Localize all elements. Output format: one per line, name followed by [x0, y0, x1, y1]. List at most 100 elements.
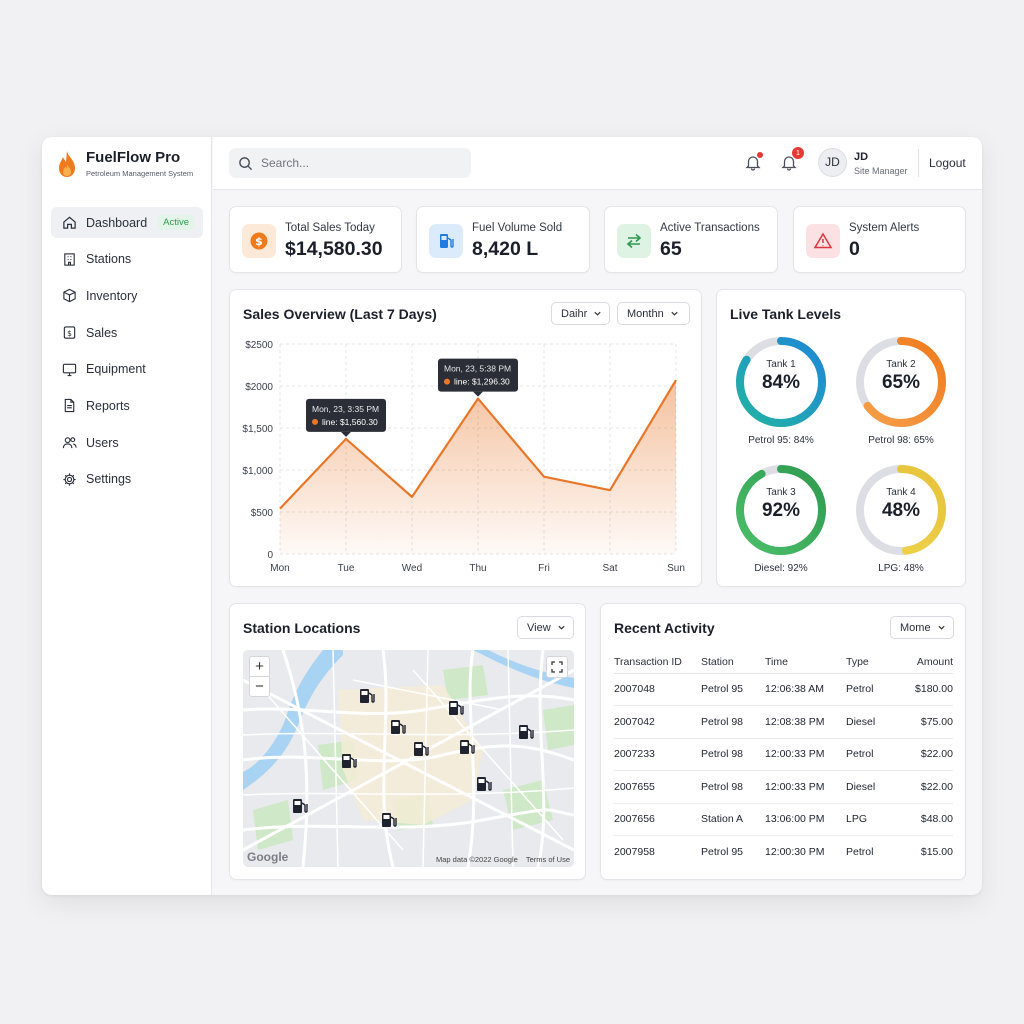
dropdown-value: Monthn: [627, 307, 664, 320]
sidebar-item-stations[interactable]: Stations: [51, 244, 203, 275]
table-row[interactable]: 2007233 Petrol 98 12:00:33 PM Petrol $22…: [614, 738, 953, 771]
sidebar-item-settings[interactable]: Settings: [51, 464, 203, 495]
map-canvas[interactable]: [243, 650, 574, 867]
chevron-down-icon: [671, 311, 678, 316]
chart-tooltip: Mon, 23, 5:38 PM line: $1,296.30: [438, 358, 518, 397]
cell-transaction-id: 2007233: [614, 738, 701, 771]
app-window: FuelFlow Pro Petroleum Management System…: [42, 137, 982, 895]
tank-3-ring: [736, 465, 826, 555]
notifications-button[interactable]: 1: [780, 147, 804, 173]
sales-overview-title: Sales Overview (Last 7 Days): [243, 306, 437, 322]
search-box[interactable]: [229, 148, 471, 178]
table-row[interactable]: 2007042 Petrol 98 12:08:38 PM Diesel $75…: [614, 705, 953, 739]
box-icon: [63, 289, 76, 303]
dropdown-value: Daihr: [561, 307, 588, 320]
cell-type: Petrol: [846, 673, 900, 706]
sidebar-item-sales[interactable]: $ Sales: [51, 317, 203, 348]
cell-amount: $15.00: [920, 846, 953, 858]
cell-type: Diesel: [846, 770, 900, 804]
view-dropdown[interactable]: View: [517, 616, 574, 639]
fuel-station-pin-icon[interactable]: [340, 752, 357, 770]
sidebar-item-inventory[interactable]: Inventory: [51, 280, 203, 311]
tank-name: Tank 3: [766, 487, 796, 498]
sidebar: FuelFlow Pro Petroleum Management System…: [42, 137, 212, 895]
fuel-station-pin-icon[interactable]: [458, 738, 475, 756]
zoom-out-button[interactable]: −: [255, 678, 264, 695]
cell-station: Station A: [701, 803, 765, 836]
table-row[interactable]: 2007958 Petrol 95 12:00:30 PM Petrol $15…: [614, 836, 953, 869]
sidebar-item-dashboard[interactable]: Dashboard Active: [51, 207, 203, 238]
avatar[interactable]: JD: [818, 148, 847, 177]
bell-icon: [781, 156, 797, 171]
building-icon: [64, 253, 75, 266]
x-tick-label: Fri: [538, 563, 550, 574]
tank-gauge-1: Tank 1 84% Petrol 95: 84%: [726, 335, 836, 446]
search-input[interactable]: [261, 156, 461, 170]
y-tick-label: $500: [251, 508, 274, 519]
column-header[interactable]: Type: [846, 651, 900, 674]
top-header: 1 JD JD Site Manager Logout: [213, 137, 982, 190]
recent-activity-card: Recent Activity Mome Transaction ID Stat…: [600, 603, 966, 880]
more-dropdown[interactable]: Mome: [890, 616, 954, 639]
sidebar-item-reports[interactable]: Reports: [51, 390, 203, 421]
sales-overview-card: Sales Overview (Last 7 Days) Daihr Month…: [229, 289, 702, 587]
fullscreen-button[interactable]: [546, 656, 568, 678]
column-header[interactable]: Time: [765, 651, 846, 674]
sidebar-nav: Dashboard Active Stations Inventory $ Sa…: [51, 207, 203, 501]
tank-1-ring: [736, 337, 826, 427]
terms-link[interactable]: Terms of Use: [525, 855, 570, 864]
fuel-station-pin-icon[interactable]: [389, 718, 406, 736]
zoom-in-button[interactable]: +: [250, 657, 269, 677]
column-header[interactable]: Amount: [900, 651, 953, 674]
tank-percent: 48%: [881, 500, 921, 521]
period-dropdown[interactable]: Monthn: [617, 302, 690, 325]
app-title: FuelFlow Pro: [86, 149, 181, 166]
brand: FuelFlow Pro Petroleum Management System: [56, 149, 193, 178]
fuel-station-pin-icon[interactable]: [358, 687, 375, 705]
x-tick-label: Mon: [270, 563, 289, 574]
notification-count-badge: 1: [792, 147, 804, 159]
dollar-coin-icon: $: [242, 224, 276, 258]
tank-levels-title: Live Tank Levels: [730, 306, 842, 322]
table-row[interactable]: 2007655 Petrol 98 12:00:33 PM Diesel $22…: [614, 770, 953, 804]
column-header[interactable]: Transaction ID: [614, 651, 701, 674]
interval-dropdown[interactable]: Daihr: [551, 302, 610, 325]
cell-station: Petrol 95: [701, 846, 744, 858]
chevron-down-icon: [937, 625, 945, 630]
fuel-station-pin-icon[interactable]: [291, 797, 308, 815]
fuel-station-pin-icon[interactable]: [380, 811, 397, 829]
fuel-station-pin-icon[interactable]: [412, 740, 429, 758]
fullscreen-icon: [551, 661, 563, 673]
y-tick-label: $1,000: [242, 466, 273, 477]
ring-fill: [856, 465, 946, 555]
table-header-row: Transaction ID Station Time Type Amount: [614, 651, 953, 674]
fuel-station-pin-icon[interactable]: [475, 775, 492, 793]
cell-station: Petrol 98: [701, 770, 765, 804]
alert-dot: [757, 152, 763, 158]
sidebar-item-equipment[interactable]: Equipment: [51, 354, 203, 385]
app-subtitle: Petroleum Management System: [86, 169, 194, 178]
column-header[interactable]: Station: [701, 651, 765, 674]
monitor-icon: [62, 363, 77, 376]
cell-time: 12:00:33 PM: [765, 770, 846, 804]
fuel-station-pin-icon[interactable]: [447, 699, 464, 717]
x-tick-label: Wed: [402, 563, 422, 574]
stat-value: $14,580.30: [285, 238, 383, 260]
fuel-station-pin-icon[interactable]: [517, 723, 534, 741]
chevron-down-icon: [594, 311, 601, 316]
sidebar-item-label: Users: [86, 435, 119, 450]
google-logo: Google: [247, 850, 289, 864]
home-icon: [63, 216, 76, 229]
users-icon: [62, 437, 77, 449]
cell-transaction-id: 2007042: [614, 705, 701, 739]
table-row[interactable]: 2007048 Petrol 95 12:06:38 AM Petrol $18…: [614, 673, 953, 706]
tank-gauge-2: Tank 2 65% Petrol 98: 65%: [846, 335, 956, 446]
station-map[interactable]: + − Google Map data ©2022 Google Terms o…: [243, 650, 574, 867]
logout-button[interactable]: Logout: [929, 156, 966, 170]
cell-transaction-id: 2007656: [614, 803, 701, 836]
table-row[interactable]: 2007656 Station A 13:06:00 PM LPG $48.00: [614, 803, 953, 836]
sidebar-item-users[interactable]: Users: [51, 427, 203, 458]
y-tick-label: $2500: [245, 340, 273, 351]
tank-percent: 65%: [881, 372, 921, 393]
alerts-bell-button[interactable]: [744, 152, 764, 173]
